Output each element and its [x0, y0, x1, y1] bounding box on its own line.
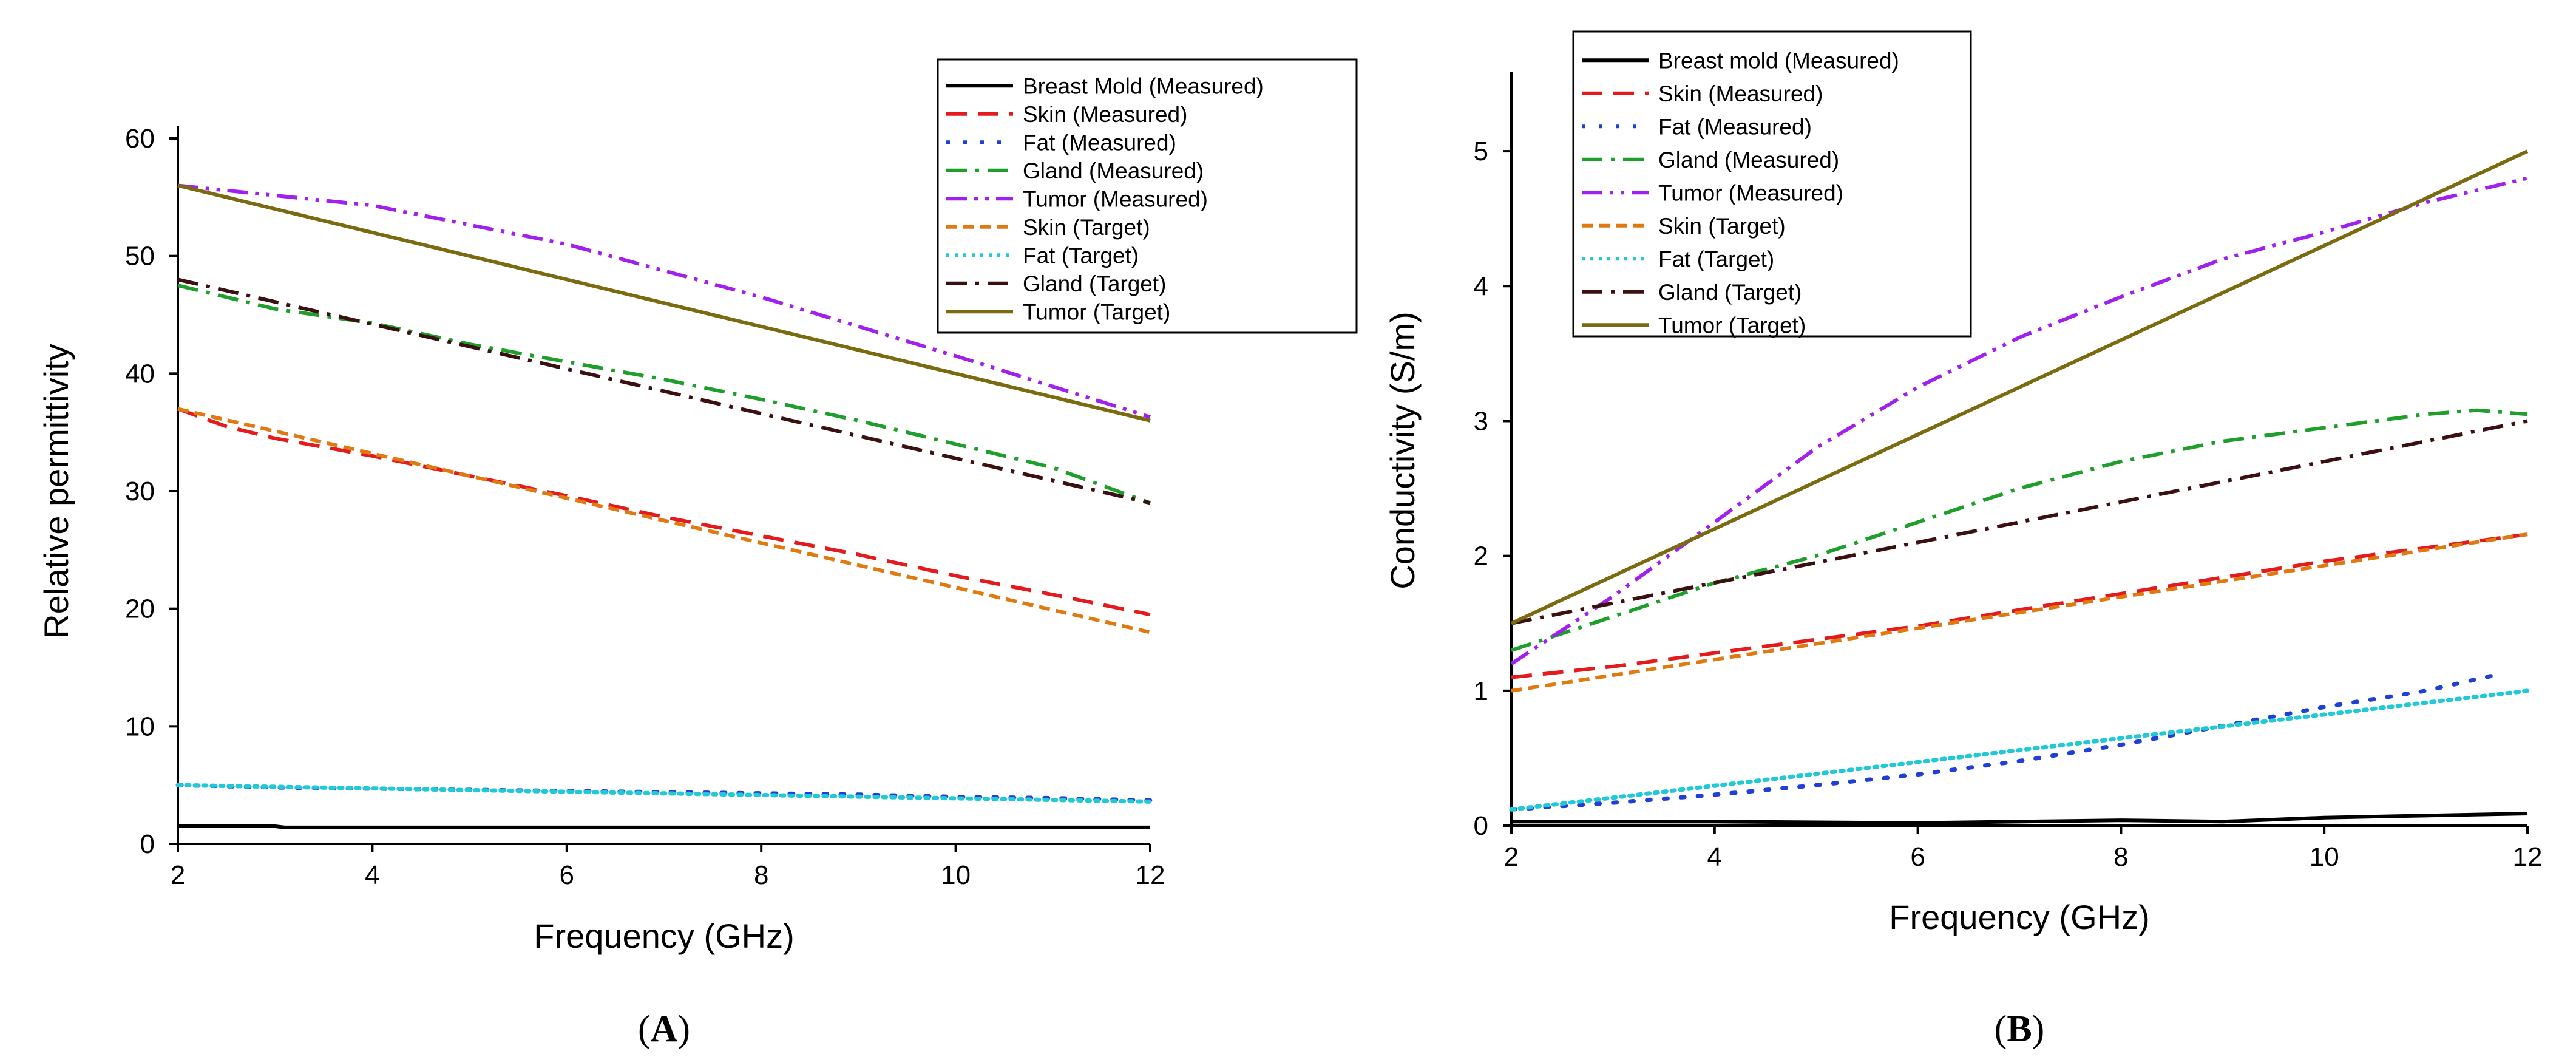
series-line — [1509, 672, 2500, 812]
y-tick-label: 5 — [1474, 137, 1488, 166]
legend-label: Fat (Target) — [1023, 243, 1139, 268]
x-tick-label: 8 — [2113, 842, 2128, 872]
x-axis-label: Frequency (GHz) — [534, 917, 794, 955]
x-tick-label: 4 — [365, 860, 379, 890]
legend-label: Skin (Measured) — [1023, 102, 1187, 127]
series-line — [1509, 688, 2530, 812]
x-tick-label: 2 — [171, 860, 185, 890]
x-tick-label: 10 — [941, 860, 971, 890]
legend-label: Fat (Measured) — [1023, 130, 1176, 155]
y-tick-label: 50 — [125, 242, 155, 271]
legend-label: Skin (Measured) — [1658, 81, 1823, 106]
legend-label: Gland (Target) — [1658, 280, 1802, 305]
series-line — [1511, 419, 2528, 625]
legend-label: Tumor (Target) — [1658, 313, 1806, 338]
legend-label: Fat (Target) — [1658, 246, 1774, 271]
legend-label: Breast mold (Measured) — [1658, 48, 1899, 73]
series-line — [1511, 408, 2528, 653]
legend-label: Gland (Measured) — [1658, 148, 1839, 172]
x-tick-label: 12 — [1136, 860, 1165, 890]
y-axis-label: Relative permittivity — [37, 344, 75, 638]
y-tick-label: 20 — [125, 594, 155, 624]
x-tick-label: 2 — [1504, 842, 1519, 872]
series-line — [1510, 176, 2528, 665]
y-tick-label: 4 — [1474, 271, 1488, 301]
panel-label: (B) — [1995, 1008, 2045, 1050]
y-tick-label: 0 — [1474, 811, 1488, 841]
legend-label: Tumor (Target) — [1023, 299, 1170, 324]
x-tick-label: 10 — [2310, 842, 2339, 872]
legend-label: Tumor (Measured) — [1023, 186, 1208, 211]
x-tick-label: 4 — [1707, 842, 1722, 872]
y-tick-label: 10 — [125, 712, 155, 741]
series-line — [1510, 149, 2529, 625]
legend-box — [1572, 30, 1972, 338]
y-tick-label: 0 — [140, 829, 155, 859]
legend-label: Skin (Target) — [1658, 214, 1786, 239]
legend-label: Gland (Target) — [1023, 271, 1167, 296]
x-axis-label: Frequency (GHz) — [1889, 898, 2149, 936]
x-tick-label: 6 — [560, 860, 574, 890]
y-axis-label: Conductivity (S/m) — [1383, 311, 1422, 589]
y-tick-label: 2 — [1474, 542, 1488, 571]
panel-a: 2 4 6 8 10 12 0 10 20 30 40 50 60 Breast Mold (Measur… — [37, 58, 1358, 1050]
series-line — [1511, 812, 2528, 825]
y-tick-label: 60 — [125, 124, 155, 154]
x-tick-label: 12 — [2513, 842, 2543, 872]
series-line — [177, 407, 1151, 617]
series-line — [177, 407, 1151, 634]
series-line — [177, 183, 1151, 419]
y-tick-label: 30 — [125, 477, 155, 506]
series-line — [178, 824, 1150, 829]
legend-label: Gland (Measured) — [1023, 158, 1204, 183]
series-line — [177, 277, 1151, 505]
series-line — [175, 783, 1153, 804]
legend-box — [937, 58, 1358, 334]
y-tick-label: 3 — [1474, 406, 1488, 436]
legend-label: Fat (Measured) — [1658, 114, 1812, 139]
y-tick-label: 1 — [1474, 676, 1488, 706]
x-tick-label: 6 — [1910, 842, 1925, 872]
series-line — [177, 183, 1151, 423]
series-line — [1511, 532, 2528, 693]
legend-label: Skin (Target) — [1023, 215, 1150, 240]
series-line — [1511, 532, 2528, 679]
legend-label: Breast Mold (Measured) — [1023, 73, 1264, 98]
legend-label: Tumor (Measured) — [1658, 180, 1843, 205]
x-tick-label: 8 — [754, 860, 768, 890]
panel-label: (A) — [638, 1008, 690, 1050]
y-tick-label: 40 — [125, 359, 155, 389]
